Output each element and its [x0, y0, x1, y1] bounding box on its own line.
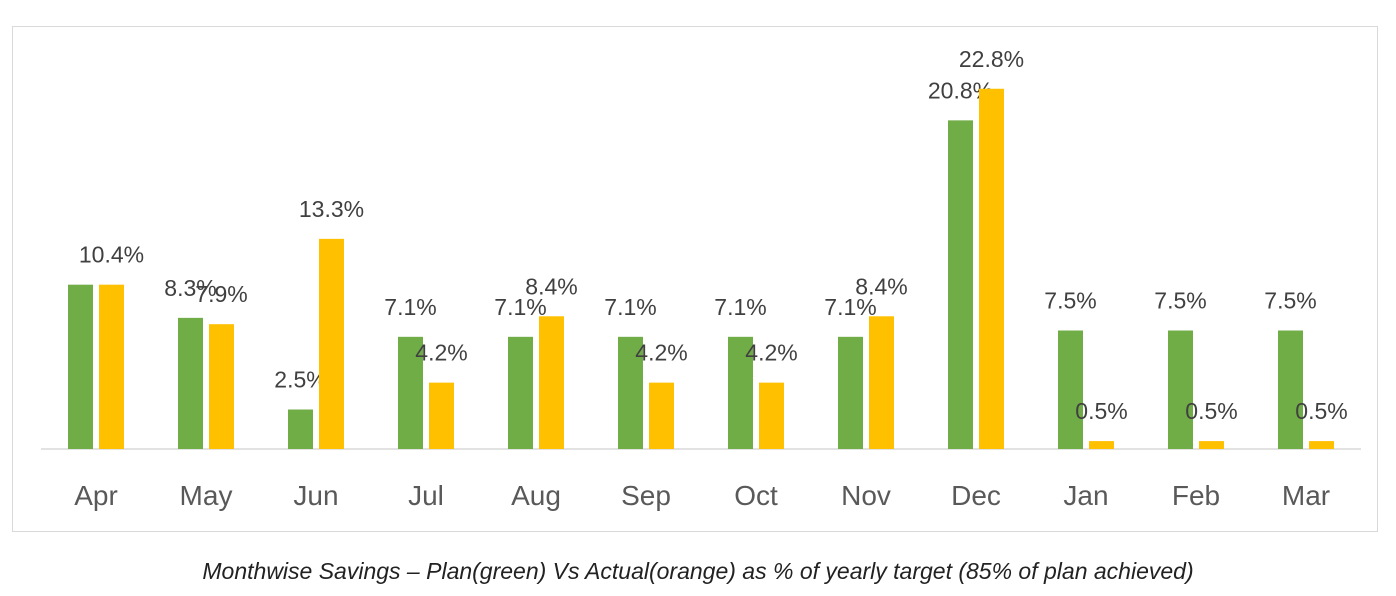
- x-tick-label-feb: Feb: [1172, 480, 1220, 511]
- bar-chart: 10.4% Apr 8.3%7.9% May 2.5% 13.3% Jun 7.1% 4.2% J…: [41, 46, 1361, 511]
- x-tick-label-oct: Oct: [734, 480, 778, 511]
- plan-value-label-jan: 7.5%: [1044, 288, 1096, 314]
- plan-value-label-mar: 7.5%: [1264, 288, 1316, 314]
- actual-bar-mar: [1309, 441, 1334, 449]
- plan-bar-feb: [1168, 330, 1193, 449]
- x-tick-label-mar: Mar: [1282, 480, 1330, 511]
- plan-bar-dec: [948, 120, 973, 450]
- actual-value-label-jan: 0.5%: [1075, 398, 1127, 424]
- actual-bar-dec: [979, 88, 1004, 449]
- x-tick-label-apr: Apr: [74, 480, 118, 511]
- plan-value-label-aug: 7.1%: [494, 294, 546, 320]
- x-tick-label-dec: Dec: [951, 480, 1001, 511]
- plan-bar-aug: [508, 336, 533, 449]
- plan-value-label-jul: 7.1%: [384, 294, 436, 320]
- actual-value-label-oct: 4.2%: [745, 340, 797, 366]
- plan-bar-may: [178, 317, 203, 449]
- plan-bar-mar: [1278, 330, 1303, 449]
- actual-bar-feb: [1199, 441, 1224, 449]
- actual-value-label-jul: 4.2%: [415, 340, 467, 366]
- actual-bar-jan: [1089, 441, 1114, 449]
- actual-bar-oct: [759, 382, 784, 449]
- actual-bar-nov: [869, 316, 894, 449]
- plan-value-label-feb: 7.5%: [1154, 288, 1206, 314]
- actual-value-label-jun: 13.3%: [299, 196, 364, 222]
- plan-value-label-jun: 2.5%: [274, 367, 326, 393]
- actual-value-label-mar: 0.5%: [1295, 398, 1347, 424]
- chart-caption: Monthwise Savings – Plan(green) Vs Actua…: [202, 558, 1194, 584]
- plan-bar-nov: [838, 336, 863, 449]
- plan-value-label-may: 8.3%: [164, 275, 216, 301]
- chart-area: 10.4% Apr 8.3% 7.9% May 2.5% 13.3% Jun 7.1% 4.2% J…: [12, 26, 1378, 532]
- x-tick-label-jun: Jun: [293, 480, 338, 511]
- plan-bar-oct: [728, 336, 753, 449]
- plan-bar-jun: [288, 409, 313, 449]
- actual-bar-jun: [319, 238, 344, 449]
- actual-bar-aug: [539, 316, 564, 449]
- actual-bar-sep: [649, 382, 674, 449]
- plan-bar-apr: [68, 284, 93, 449]
- actual-value-label-may: 7.9%: [195, 281, 247, 307]
- actual-value-label-feb: 0.5%: [1185, 398, 1237, 424]
- actual-value-label-dec: 22.8%: [959, 46, 1024, 72]
- actual-bar-jul: [429, 382, 454, 449]
- plan-bar-jan: [1058, 330, 1083, 449]
- actual-value-label-nov: 8.4%: [855, 273, 907, 299]
- actual-bar-apr: [99, 284, 124, 449]
- plan-bar-sep: [618, 336, 643, 449]
- actual-bar-may: [209, 324, 234, 449]
- plan-bar-jul: [398, 336, 423, 449]
- actual-value-label-sep: 4.2%: [635, 340, 687, 366]
- plan-value-label-sep: 7.1%: [604, 294, 656, 320]
- x-tick-label-aug: Aug: [511, 480, 561, 511]
- x-tick-label-may: May: [180, 480, 233, 511]
- x-tick-label-jul: Jul: [408, 480, 444, 511]
- x-tick-label-jan: Jan: [1063, 480, 1108, 511]
- x-tick-label-sep: Sep: [621, 480, 671, 511]
- plan-value-label-nov: 7.1%: [824, 294, 876, 320]
- actual-value-label-aug: 8.4%: [525, 273, 577, 299]
- plan-value-label-oct: 7.1%: [714, 294, 766, 320]
- x-tick-label-nov: Nov: [841, 480, 891, 511]
- actual-value-label-apr: 10.4%: [79, 242, 144, 268]
